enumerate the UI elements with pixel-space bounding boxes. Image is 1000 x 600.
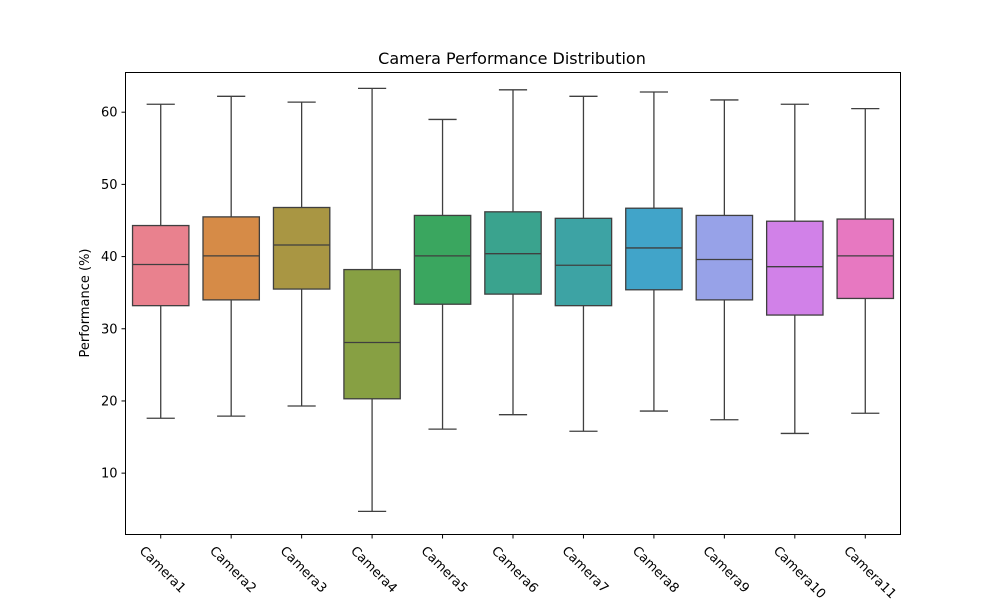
box-iqr (484, 211, 542, 295)
box-camera4 (343, 87, 401, 513)
y-axis-title: Performance (%) (78, 248, 93, 357)
y-tick-label: 50 (101, 178, 118, 193)
plot-area-frame (125, 72, 901, 535)
box-camera7 (554, 95, 613, 432)
x-tick-label: Camera3 (277, 544, 330, 597)
x-tick-label: Camera5 (418, 544, 471, 597)
x-tick-label: Camera7 (559, 544, 612, 597)
box-iqr (625, 207, 683, 291)
box-camera6 (484, 89, 542, 416)
box-iqr (695, 214, 754, 301)
x-tick-label: Camera9 (700, 544, 753, 597)
x-tick-label: Camera2 (206, 544, 259, 597)
y-tick-label: 20 (101, 394, 118, 409)
box-camera9 (695, 99, 754, 421)
y-tick-label: 30 (101, 322, 118, 337)
x-tick-label: Camera1 (136, 544, 189, 597)
box-camera11 (836, 107, 895, 414)
x-tick-label: Camera11 (840, 544, 898, 600)
box-iqr (413, 214, 472, 305)
box-iqr (272, 206, 331, 290)
box-iqr (343, 268, 401, 400)
box-camera2 (202, 95, 261, 417)
x-axis: Camera1 Camera2 Camera3 Camera4 Camera5 Camer… (136, 534, 899, 600)
box-camera3 (272, 101, 331, 407)
x-tick-label: Camera4 (347, 544, 400, 597)
box-iqr (131, 224, 190, 307)
x-tick-label: Camera8 (629, 544, 682, 597)
x-tick-label: Camera6 (488, 544, 541, 597)
y-axis: 10 20 30 40 50 60 (101, 106, 126, 482)
box-camera1 (131, 103, 190, 419)
y-tick-label: 40 (101, 250, 118, 265)
box-iqr (836, 218, 895, 300)
box-camera8 (625, 91, 683, 412)
box-iqr (765, 220, 824, 316)
chart-title: Camera Performance Distribution (378, 49, 646, 68)
x-tick-label: Camera10 (770, 544, 828, 600)
y-tick-label: 60 (101, 106, 118, 121)
box-iqr (554, 217, 613, 307)
boxes-layer (131, 87, 895, 513)
box-iqr (202, 216, 261, 301)
box-camera5 (413, 118, 472, 430)
y-tick-label: 10 (101, 467, 118, 482)
box-camera10 (765, 103, 824, 435)
